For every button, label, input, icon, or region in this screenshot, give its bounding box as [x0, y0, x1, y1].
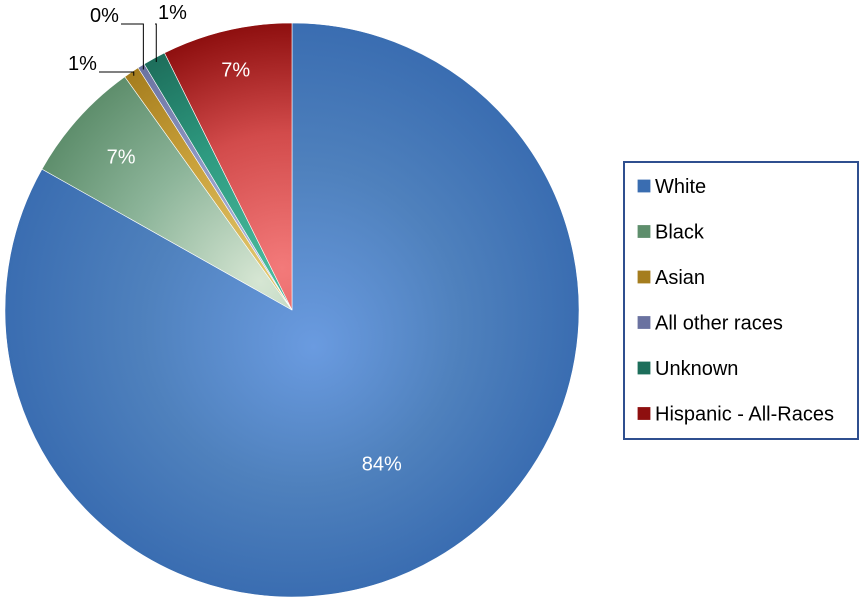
- pie-slice-hispanic-all-races: [164, 22, 293, 311]
- leader-line-all-other-races: [121, 23, 144, 70]
- legend-swatch-all-other-races: [637, 316, 651, 329]
- legend-swatch-unknown: [637, 361, 651, 375]
- legend-label-all-other-races: All other races: [655, 313, 783, 335]
- pie-slices: [4, 22, 580, 598]
- legend-label-hispanic-all-races: Hispanic - All-Races: [655, 404, 834, 426]
- legend-frame: [623, 161, 859, 440]
- legend: White Black Asian All other races Unknown His…: [623, 161, 859, 440]
- legend-swatch-asian: [637, 270, 651, 284]
- legend-label-asian: Asian: [655, 267, 705, 289]
- legend-swatch-black: [637, 225, 651, 238]
- leader-line-unknown: [155, 23, 157, 63]
- pie-data-labels: 84% 7% 1% 0% 1% 7%: [68, 2, 402, 476]
- data-label-white: 84%: [362, 454, 402, 476]
- data-label-asian: 1%: [68, 53, 97, 75]
- data-label-unknown: 1%: [158, 2, 187, 24]
- data-label-all-other-races: 0%: [90, 5, 119, 27]
- legend-swatch-hispanic-all-races: [637, 407, 651, 420]
- legend-swatch-white: [637, 179, 651, 193]
- legend-label-unknown: Unknown: [655, 358, 738, 380]
- pie-slice-black: [41, 76, 293, 311]
- data-label-black: 7%: [107, 147, 136, 169]
- leader-line-asian: [99, 71, 135, 76]
- legend-label-white: White: [655, 176, 706, 198]
- data-label-hispanic-all-races: 7%: [221, 60, 250, 82]
- legend-label-black: Black: [655, 222, 705, 244]
